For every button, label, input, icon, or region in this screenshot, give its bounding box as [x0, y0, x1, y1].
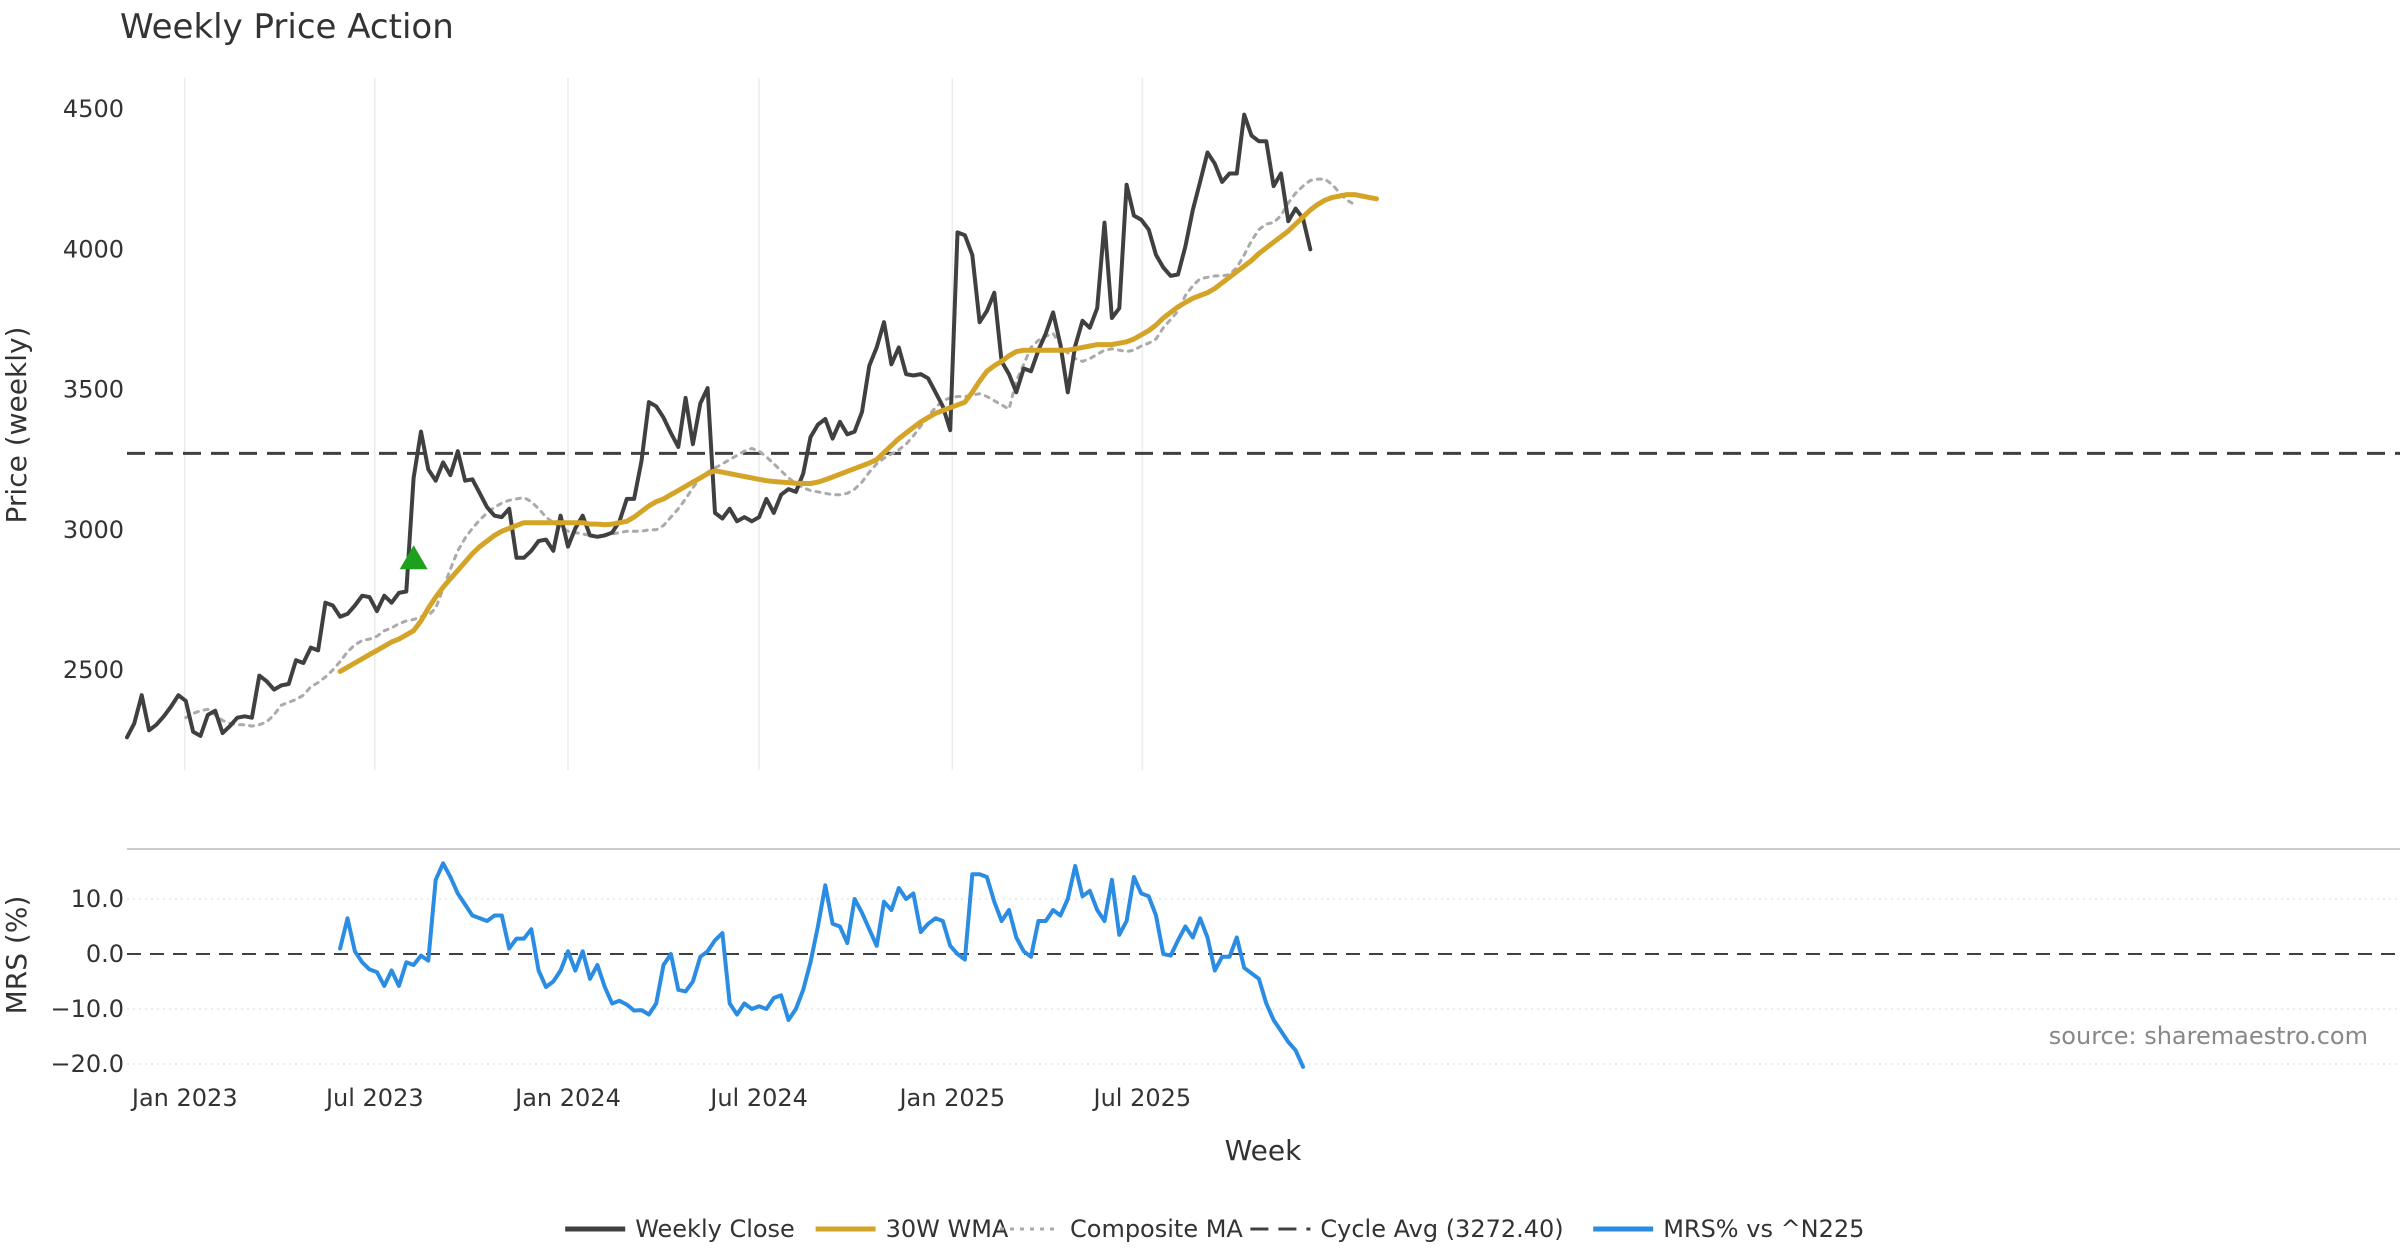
wma-30w-line [337, 192, 1379, 674]
price-y-axis-title: Price (weekly) [0, 327, 33, 524]
mrs-y-tick-label: −20.0 [50, 1050, 124, 1078]
legend: Weekly Close 30W WMA Composite MA Cycle Avg… [565, 1215, 1864, 1243]
weekly-close-line [125, 112, 1313, 740]
x-axis-title: Week [1225, 1134, 1302, 1167]
mrs-series [127, 861, 2400, 1069]
price-y-tick-label: 3000 [63, 516, 124, 544]
x-ticks: Jan 2023 Jul 2023 Jan 2024 Jul 2024 Jan 2025… [130, 1084, 1191, 1112]
price-series [125, 112, 2400, 740]
mrs-gridlines [127, 898, 2400, 1065]
price-gridlines [184, 78, 1144, 770]
mrs-y-tick-label: 10.0 [71, 885, 124, 913]
x-tick-label: Jul 2024 [708, 1084, 808, 1112]
mrs-y-ticks: −20.0 −10.0 0.0 10.0 [50, 885, 124, 1078]
legend-label: Cycle Avg (3272.40) [1320, 1215, 1563, 1243]
legend-label: MRS% vs ^N225 [1663, 1215, 1864, 1243]
mrs-y-axis-title: MRS (%) [0, 896, 33, 1015]
price-y-tick-label: 2500 [63, 656, 124, 684]
x-tick-label: Jul 2023 [324, 1084, 424, 1112]
composite-ma-line [184, 177, 1356, 728]
mrs-line [338, 861, 1305, 1069]
x-tick-label: Jan 2025 [897, 1084, 1005, 1112]
x-tick-label: Jul 2025 [1092, 1084, 1192, 1112]
x-tick-label: Jan 2023 [130, 1084, 238, 1112]
buy-signal-marker [399, 545, 428, 570]
mrs-y-tick-label: −10.0 [50, 995, 124, 1023]
legend-label: 30W WMA [886, 1215, 1009, 1243]
price-y-tick-label: 3500 [63, 376, 124, 404]
chart-title: Weekly Price Action [120, 7, 454, 47]
legend-label: Composite MA [1070, 1215, 1243, 1243]
price-y-tick-label: 4000 [63, 235, 124, 263]
price-y-ticks: 2500 3000 3500 4000 4500 [63, 95, 124, 684]
price-y-tick-label: 4500 [63, 95, 124, 123]
mrs-y-tick-label: 0.0 [86, 940, 124, 968]
legend-label: Weekly Close [635, 1215, 795, 1243]
source-annotation: source: sharemaestro.com [2049, 1022, 2368, 1050]
x-tick-label: Jan 2024 [513, 1084, 621, 1112]
